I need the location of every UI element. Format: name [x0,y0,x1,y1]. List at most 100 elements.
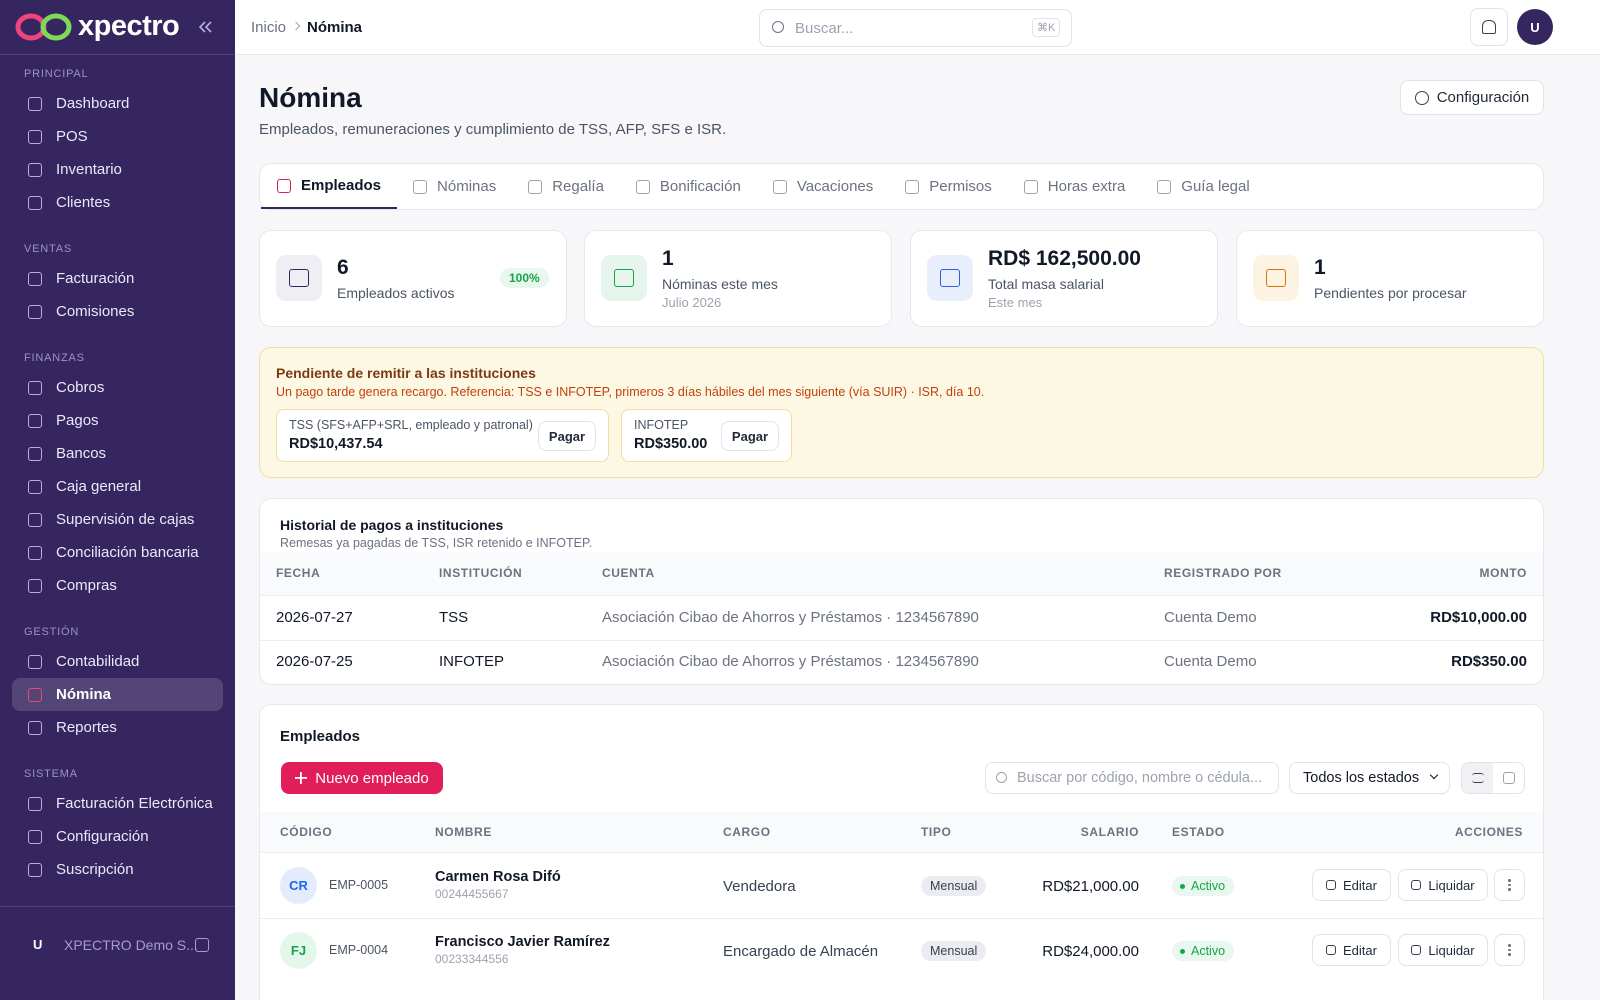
settings-button[interactable]: Configuración [1400,80,1544,115]
nav-item[interactable]: Clientes [12,186,223,219]
stat-value: 1 [662,247,674,270]
nav-label: Clientes [56,194,111,211]
tab-label: Bonificación [659,178,741,195]
employee-type: Mensual [921,941,987,961]
icon [905,179,920,194]
nav-item[interactable]: Nómina [12,678,223,711]
nav-item[interactable]: Dashboard [12,87,223,120]
nav-item[interactable]: Bancos [12,437,223,470]
nav-item[interactable]: Suscripción [12,853,223,886]
tab[interactable]: Permisos [889,164,1008,209]
status-dot [1180,883,1185,889]
employee-name[interactable]: Carmen Rosa Difó [435,869,561,885]
nav-label: Suscripción [56,861,134,878]
nav: PRINCIPAL Dashboard POS Inventario Clientes V… [0,55,235,886]
breadcrumb-current: Nómina [307,19,363,36]
chevron [1429,770,1439,780]
alert-title: Pendiente de remitir a las instituciones [276,365,536,381]
icon [1471,773,1484,783]
cell: Cuenta Demo [1164,609,1257,626]
logo [14,10,76,44]
icon [1482,20,1496,34]
employee-code: EMP-0004 [329,943,389,957]
nav-label: Compras [56,577,117,594]
new-employee-button[interactable]: Nuevo empleado [281,762,443,794]
nav-item[interactable]: POS [12,120,223,153]
nav-item[interactable]: Inventario [12,153,223,186]
column-header: ESTADO [1172,825,1225,839]
nav-label: Nómina [56,686,112,703]
nav-item[interactable]: Caja general [12,470,223,503]
list-view-button[interactable] [1462,763,1493,793]
tab-label: Regalía [552,178,604,195]
pending-label: INFOTEP [634,418,689,432]
grid-view-button[interactable] [1493,763,1524,793]
column-header: FECHA [276,566,321,580]
tab[interactable]: Bonificación [620,164,757,209]
cell: RD$350.00 [1451,653,1527,670]
employees-card: Empleados Nuevo empleado Buscar por código… [259,704,1544,1000]
nav-item[interactable]: Contabilidad [12,645,223,678]
column-header: TIPO [921,825,952,839]
column-header: REGISTRADO POR [1164,566,1282,580]
icon [277,178,291,193]
dot [1508,883,1511,887]
nav-label: Inventario [56,161,122,178]
edit-button[interactable]: Editar [1312,934,1391,966]
nav-item[interactable]: Reportes [12,711,223,744]
tab[interactable]: Nóminas [397,164,512,209]
settle-button[interactable]: Liquidar [1398,869,1488,901]
icon [28,862,42,877]
nav-item[interactable]: Pagos [12,404,223,437]
avatar[interactable]: U [1517,9,1553,45]
tab[interactable]: Guía legal [1141,164,1265,209]
page-subtitle: Empleados, remuneraciones y cumplimiento… [259,121,727,138]
nav-item[interactable]: Facturación Electrónica [12,787,223,820]
tab[interactable]: Horas extra [1008,164,1142,209]
table-header [260,552,1543,596]
icon [28,129,42,144]
nav-item[interactable]: Conciliación bancaria [12,536,223,569]
employee-name[interactable]: Francisco Javier Ramírez [435,934,610,950]
nav-item[interactable]: Facturación [12,262,223,295]
nav-label: Configuración [56,828,149,845]
employee-position: Vendedora [723,878,796,895]
icon [772,179,787,194]
employee-salary: RD$21,000.00 [1042,878,1139,895]
nav-item[interactable]: Compras [12,569,223,602]
employee-search[interactable]: Buscar por código, nombre o cédula... [985,762,1279,794]
pay-button[interactable]: Pagar [538,421,596,451]
pay-button[interactable]: Pagar [721,421,779,451]
tab[interactable]: Regalía [512,164,620,209]
search-box[interactable]: Buscar... ⌘K [759,9,1072,47]
dot [1508,944,1511,947]
icon [1023,179,1038,194]
column-header: CÓDIGO [280,825,333,839]
settle-button[interactable]: Liquidar [1398,934,1488,966]
breadcrumb-sep [291,21,301,31]
status-filter[interactable]: Todos los estados [1289,762,1450,794]
nav-label: Bancos [56,445,107,462]
icon [289,269,309,287]
action-label: Editar [1343,877,1377,893]
more-button[interactable] [1494,934,1525,966]
icon[interactable] [195,938,209,952]
nav-item[interactable]: Cobros [12,371,223,404]
breadcrumb-item[interactable]: Inicio [251,19,287,36]
nav-label: Supervisión de cajas [56,511,195,528]
edit-button[interactable]: Editar [1312,869,1391,901]
tab[interactable]: Vacaciones [757,164,889,209]
notifications-button[interactable] [1470,8,1508,46]
nav-item[interactable]: Configuración [12,820,223,853]
more-button[interactable] [1494,869,1525,901]
nav-item[interactable]: Comisiones [12,295,223,328]
tab-label: Horas extra [1047,178,1126,195]
nav-label: POS [56,128,88,145]
tab[interactable]: Empleados [261,164,398,209]
history-title: Historial de pagos a instituciones [280,517,504,533]
nav-item[interactable]: Supervisión de cajas [12,503,223,536]
stat-value: 1 [1314,256,1326,279]
stat-card: 1 Pendientes por procesar [1236,230,1544,327]
collapse-button[interactable] [196,18,214,36]
